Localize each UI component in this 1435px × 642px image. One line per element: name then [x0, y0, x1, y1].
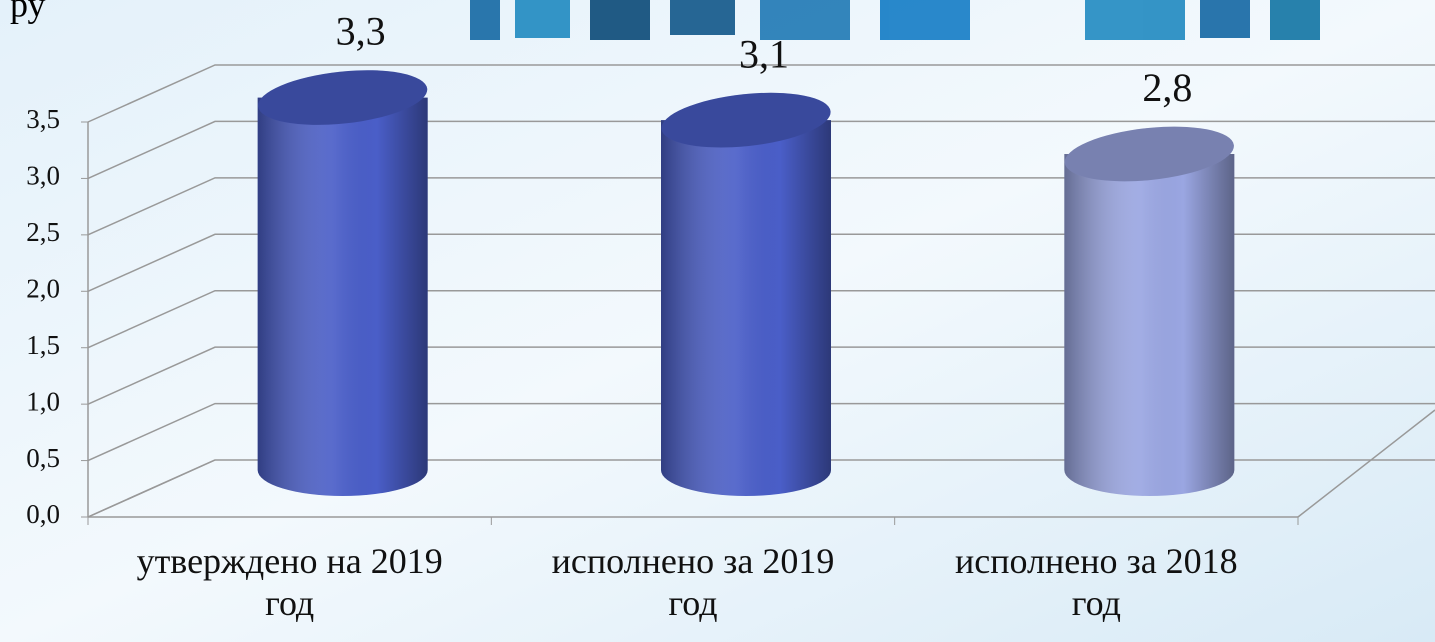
- bar-top-shade: [661, 92, 831, 148]
- floor-edge: [1297, 409, 1435, 518]
- bar-top: [1064, 126, 1234, 182]
- grid-line: [87, 64, 1435, 123]
- y-tick-label: 0,5: [26, 443, 60, 473]
- bar-shade: [1064, 154, 1235, 496]
- x-tick-label: исполнено за 2018 год: [954, 541, 1238, 623]
- y-tick-label: 3,5: [26, 104, 60, 134]
- value-label: 3,1: [739, 31, 789, 76]
- x-tick-label: исполнено за 2019 год: [551, 541, 835, 623]
- y-tick-label: 2,5: [26, 217, 60, 247]
- grid-line: [87, 402, 1435, 462]
- bar-top: [661, 92, 831, 148]
- grid-line: [87, 120, 1435, 180]
- y-tick-label: 1,5: [26, 330, 60, 360]
- y-tick-label: 0,0: [26, 499, 60, 529]
- bar-shade: [661, 120, 831, 497]
- grid-line: [87, 233, 1435, 292]
- bar-top-shade: [1064, 126, 1234, 182]
- bar-top-shade: [258, 70, 428, 125]
- grid-line: [87, 459, 1435, 518]
- value-label: 2,8: [1142, 65, 1192, 110]
- x-tick-label: утверждено на 2019 год: [136, 541, 443, 623]
- grid-line: [87, 289, 1435, 349]
- y-tick-label: 2,0: [26, 273, 60, 303]
- y-tick-label: 1,0: [26, 386, 60, 416]
- bar-top: [258, 70, 428, 125]
- unit-label: ру: [10, 0, 46, 24]
- y-tick-label: 3,0: [26, 161, 60, 191]
- bar-shade: [257, 97, 428, 497]
- value-label: 3,3: [336, 9, 386, 54]
- grid-line: [87, 177, 1435, 236]
- grid-line: [87, 346, 1435, 405]
- decoration: [470, 0, 1320, 40]
